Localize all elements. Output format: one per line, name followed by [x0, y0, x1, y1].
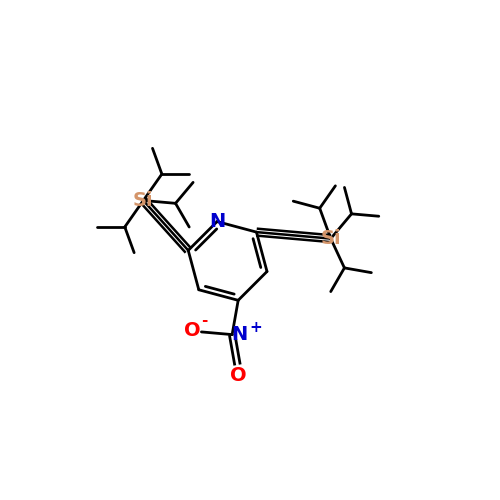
- Text: N: N: [232, 325, 248, 344]
- Text: O: O: [230, 366, 247, 386]
- Text: -: -: [200, 314, 207, 328]
- Text: +: +: [250, 320, 262, 334]
- Text: N: N: [209, 212, 225, 231]
- Text: Si: Si: [320, 229, 341, 248]
- Text: Si: Si: [133, 191, 154, 210]
- Text: O: O: [184, 322, 201, 340]
